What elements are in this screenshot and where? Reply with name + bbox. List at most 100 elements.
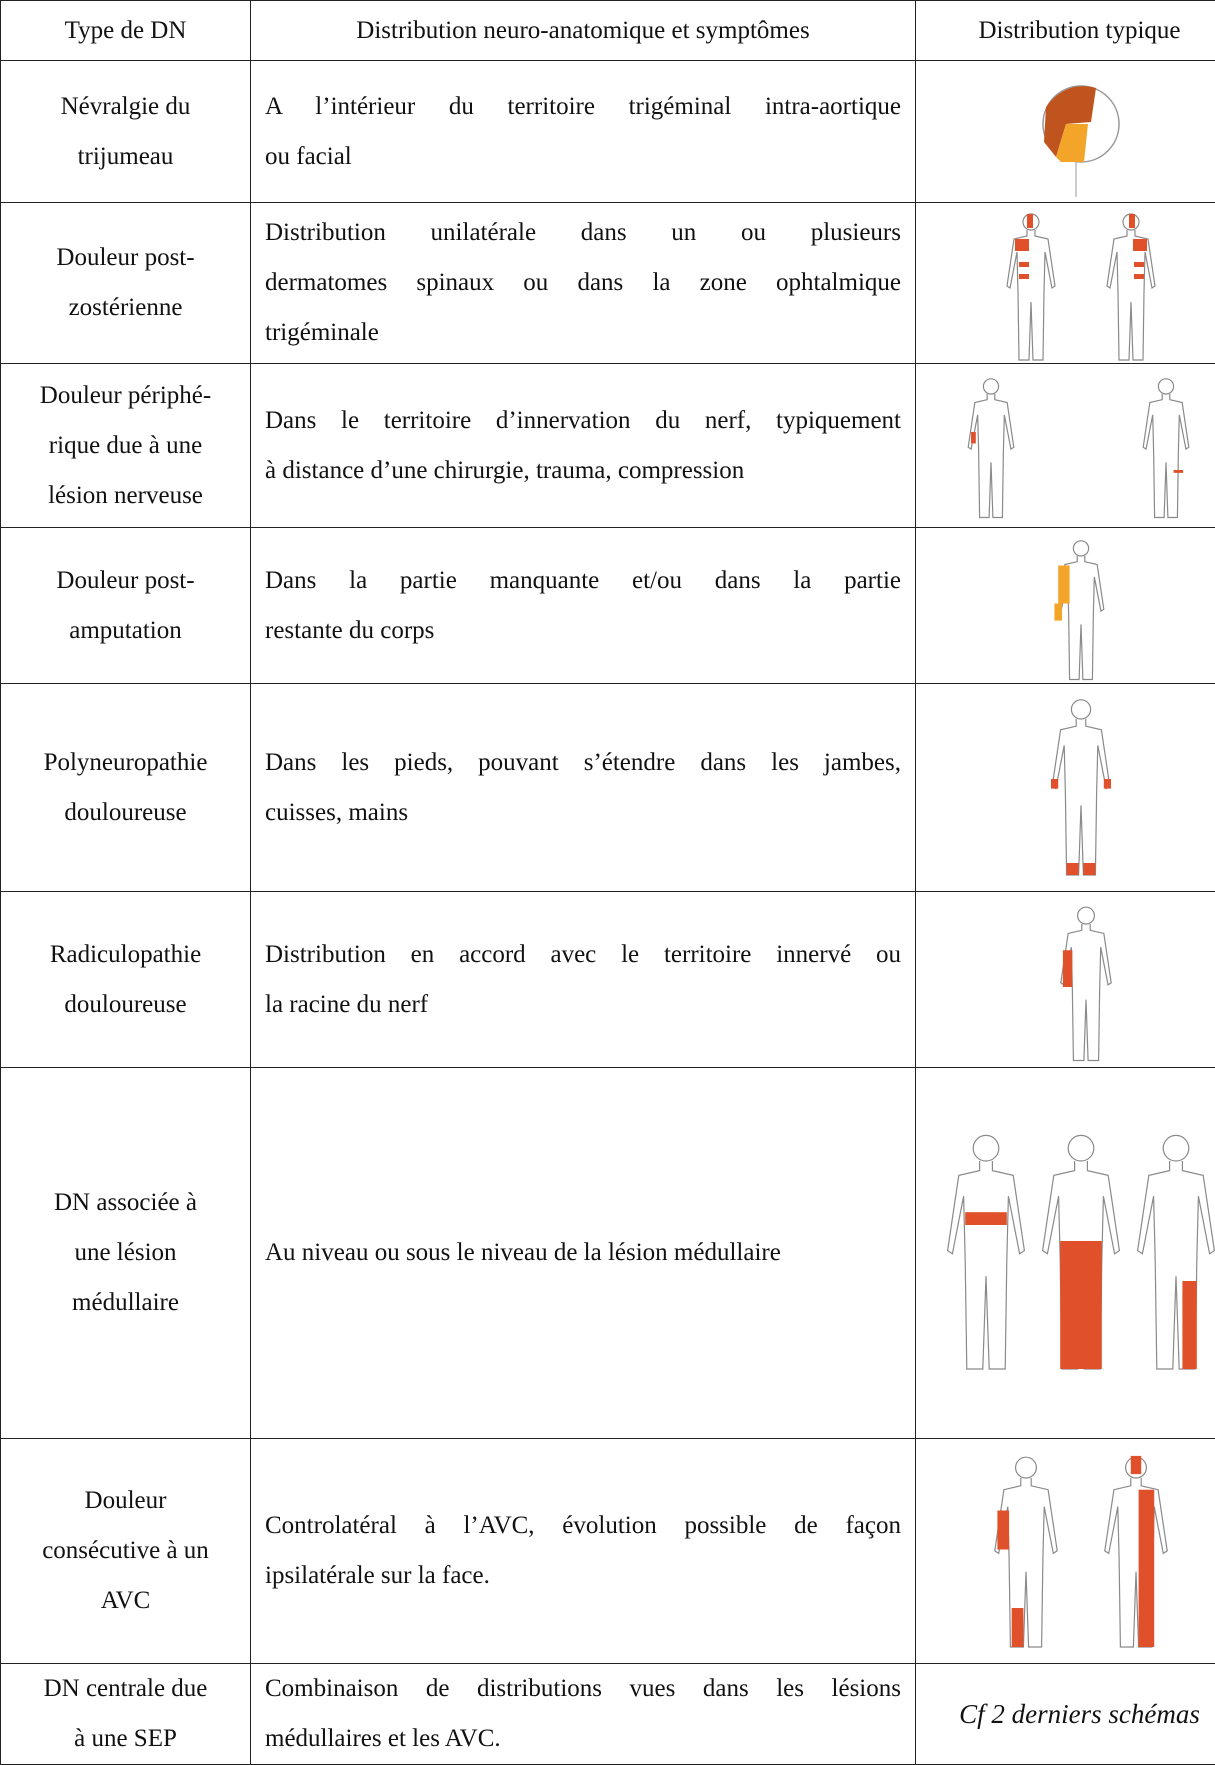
type-line: Douleur post- <box>1 556 250 606</box>
head <box>1071 699 1090 718</box>
description-line: la racine du nerf <box>265 980 901 1030</box>
pain-area <box>1012 1608 1024 1647</box>
description-cell: Distribution en accord avec le territoir… <box>251 892 916 1068</box>
body-outline <box>1052 719 1110 875</box>
description-line: restante du corps <box>265 606 901 656</box>
type-line: douloureuse <box>1 980 250 1030</box>
description-cell: Controlatéral à l’AVC, évolution possibl… <box>251 1439 916 1664</box>
header-text: Distribution neuro-anatomique et symptôm… <box>265 3 901 59</box>
description-cell: Dans les pieds, pouvant s’étendre dans l… <box>251 684 916 892</box>
pain-area <box>1134 262 1144 267</box>
type-line: à une SEP <box>1 1714 250 1764</box>
description-line: à distance d’une chirurgie, trauma, comp… <box>265 446 901 496</box>
pain-area <box>1019 274 1029 279</box>
body-outline <box>1107 230 1155 360</box>
pain-area <box>1131 1455 1141 1473</box>
description-cell: Combinaison de distributions vues dans l… <box>251 1664 916 1765</box>
body-outline <box>948 1161 1025 1369</box>
pain-area <box>1027 214 1033 228</box>
description-line: Combinaison de distributions vues dans l… <box>265 1664 901 1714</box>
distribution-cell <box>916 61 1215 203</box>
pain-area <box>1134 274 1144 279</box>
pain-area <box>1182 1281 1196 1369</box>
pain-area <box>1019 262 1029 267</box>
pain-area <box>1015 239 1029 251</box>
type-line: rique due à une <box>1 421 250 471</box>
figure <box>1105 1455 1167 1646</box>
type-line: consécutive à un <box>1 1526 250 1576</box>
figure <box>1061 907 1111 1060</box>
pain-area <box>1054 603 1062 620</box>
description-line: Dans la partie manquante et/ou dans la p… <box>265 556 901 606</box>
type-line: lésion nerveuse <box>1 471 250 521</box>
type-line: Radiculopathie <box>1 930 250 980</box>
distribution-cell <box>916 892 1215 1068</box>
description-line: Dans le territoire d’innervation du nerf… <box>265 396 901 446</box>
distribution-cell: Cf 2 derniers schémas <box>916 1664 1215 1765</box>
description-line: Distribution unilatérale dans un ou plus… <box>265 208 901 258</box>
pain-area <box>1058 565 1069 603</box>
figure <box>1043 1135 1120 1369</box>
description-line: A l’intérieur du territoire trigéminal i… <box>265 82 901 132</box>
head <box>1158 378 1173 393</box>
body-outline <box>995 1478 1057 1647</box>
body-diagram <box>916 1440 1215 1663</box>
description-cell: Dans la partie manquante et/ou dans la p… <box>251 528 916 684</box>
description-cell: Distribution unilatérale dans un ou plus… <box>251 203 916 364</box>
head <box>1016 1457 1037 1478</box>
header-row: Type de DN Distribution neuro-anatomique… <box>1 1 1215 61</box>
table-row: Douleur post-amputation Dans la partie ma… <box>1 528 1215 684</box>
pain-area <box>1129 214 1135 228</box>
body-outline <box>968 394 1014 518</box>
type-line: une lésion <box>1 1228 250 1278</box>
body-diagram <box>916 1069 1215 1438</box>
head <box>1068 1135 1094 1161</box>
description-line: cuisses, mains <box>265 788 901 838</box>
head <box>1073 540 1088 555</box>
head <box>1078 907 1095 924</box>
pain-area <box>1063 950 1072 987</box>
body-outline <box>1138 1161 1215 1369</box>
head <box>983 378 998 393</box>
figure <box>1143 378 1189 517</box>
pain-area <box>1083 863 1095 875</box>
body-diagram <box>916 204 1215 363</box>
figure <box>1107 214 1155 360</box>
body-outline <box>1143 394 1189 518</box>
pain-area <box>1139 1489 1155 1646</box>
type-line: AVC <box>1 1576 250 1626</box>
distribution-cell <box>916 528 1215 684</box>
body-outline <box>1105 1478 1167 1647</box>
type-line: zostérienne <box>1 283 250 333</box>
type-line: amputation <box>1 606 250 656</box>
type-line: douloureuse <box>1 788 250 838</box>
description-cell: Au niveau ou sous le niveau de la lésion… <box>251 1068 916 1439</box>
figure <box>1051 699 1111 874</box>
description-line: Distribution en accord avec le territoir… <box>265 930 901 980</box>
pain-area <box>971 432 976 443</box>
distribution-cell <box>916 203 1215 364</box>
body-diagram <box>916 62 1215 202</box>
distribution-cell <box>916 1439 1215 1664</box>
figure <box>1138 1135 1215 1369</box>
header-cell: Distribution typique <box>916 1 1215 61</box>
figure <box>995 1457 1057 1647</box>
pain-area <box>965 1212 1007 1225</box>
body-diagram <box>916 365 1215 527</box>
pain-area <box>1060 1241 1102 1369</box>
header-text: Type de DN <box>1 3 250 59</box>
type-line: Douleur périphé- <box>1 371 250 421</box>
type-line: DN centrale due <box>1 1664 250 1714</box>
